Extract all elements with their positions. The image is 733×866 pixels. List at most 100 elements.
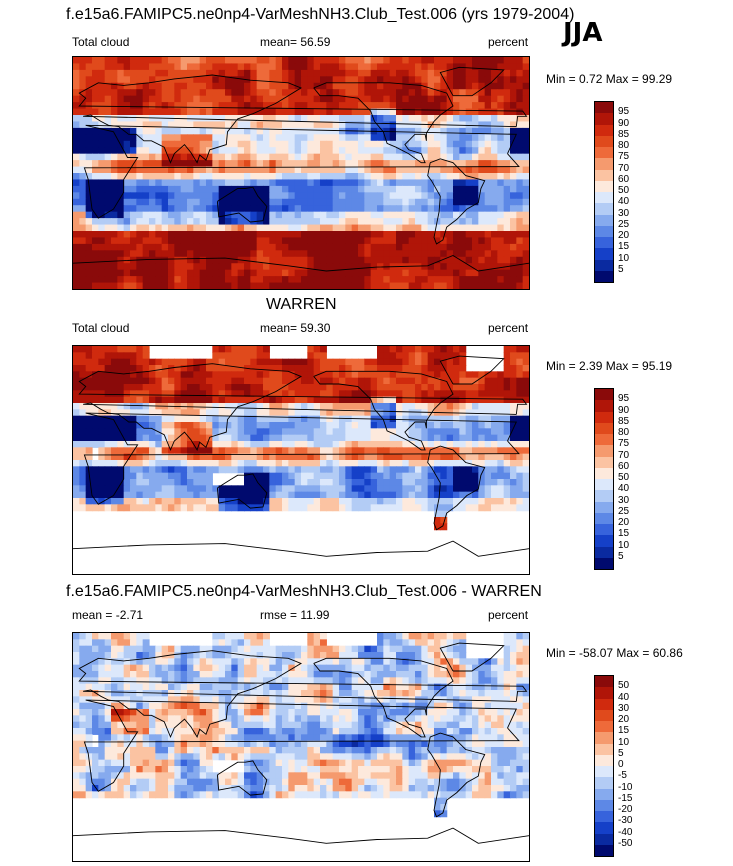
map-cell: [364, 658, 372, 666]
map-cell: [377, 243, 384, 251]
map-cell: [73, 198, 80, 206]
map-cell: [79, 147, 87, 155]
map-cell: [199, 409, 207, 417]
map-cell: [123, 491, 131, 499]
map-cell: [136, 377, 144, 385]
map-cell: [180, 390, 188, 398]
map-cell: [79, 453, 87, 461]
map-cell: [427, 153, 435, 161]
map-cell: [225, 639, 232, 647]
map-cell: [402, 504, 410, 512]
map-cell: [472, 485, 479, 493]
map-cell: [358, 192, 365, 200]
map-cell: [180, 460, 188, 467]
map-cell: [225, 352, 232, 360]
map-cell: [383, 453, 391, 461]
map-cell: [73, 108, 80, 116]
map-cell: [256, 460, 264, 467]
map-cell: [218, 250, 226, 258]
map-cell: [275, 479, 283, 486]
map-cell: [142, 491, 150, 499]
map-cell: [389, 198, 397, 206]
map-cell: [117, 82, 125, 90]
map-cell: [484, 498, 492, 505]
map-cell: [199, 677, 207, 685]
map-cell: [415, 95, 422, 103]
map-cell: [301, 652, 308, 659]
map-cell: [320, 211, 327, 219]
map-cell: [282, 453, 289, 461]
map-cell: [275, 671, 283, 678]
map-cell: [98, 371, 106, 379]
map-cell: [516, 211, 524, 219]
map-cell: [516, 371, 524, 379]
map-cell: [497, 415, 505, 423]
map-cell: [111, 127, 118, 135]
map-cell: [256, 237, 264, 245]
map-cell: [263, 504, 270, 512]
map-cell: [250, 256, 258, 264]
map-cell: [161, 153, 169, 161]
map-cell: [370, 243, 378, 251]
map-cell: [193, 192, 201, 200]
map-cell: [149, 243, 156, 251]
map-cell: [85, 453, 93, 461]
map-cell: [149, 645, 156, 653]
map-cell: [218, 57, 226, 65]
map-cell: [237, 403, 245, 410]
map-cell: [396, 89, 403, 97]
map-cell: [345, 153, 353, 161]
map-cell: [313, 263, 321, 271]
map-cell: [244, 134, 251, 142]
map-cell: [149, 256, 156, 264]
map-cell: [313, 384, 321, 391]
map-cell: [408, 269, 416, 277]
map-cell: [263, 166, 270, 174]
map-cell: [199, 231, 207, 239]
map-cell: [415, 89, 422, 97]
map-cell: [136, 403, 144, 410]
map-cell: [282, 243, 289, 251]
map-cell: [79, 485, 87, 493]
map-cell: [73, 185, 80, 193]
map-cell: [484, 377, 492, 385]
map-cell: [98, 179, 106, 187]
map-cell: [345, 218, 353, 226]
map-cell: [484, 491, 492, 499]
map-cell: [282, 256, 289, 264]
map-cell: [237, 377, 245, 385]
map-cell: [402, 358, 410, 366]
map-cell: [288, 422, 296, 429]
map-cell: [269, 185, 277, 193]
map-cell: [98, 108, 106, 116]
map-cell: [478, 89, 486, 97]
map-cell: [332, 147, 340, 155]
map-cell: [408, 639, 416, 647]
map-cell: [427, 282, 435, 289]
map-cell: [123, 205, 131, 213]
map-cell: [256, 57, 264, 65]
map-cell: [421, 352, 429, 360]
map-cell: [358, 441, 365, 448]
map-cell: [339, 134, 346, 142]
map-cell: [231, 466, 239, 474]
map-cell: [440, 160, 448, 168]
map-cell: [263, 479, 270, 486]
map-cell: [104, 63, 112, 71]
map-cell: [497, 377, 505, 385]
map-cell: [92, 134, 99, 142]
map-cell: [149, 498, 156, 505]
map-cell: [510, 276, 517, 284]
map-cell: [256, 677, 264, 685]
map-cell: [136, 173, 144, 181]
map-cell: [104, 403, 112, 410]
map-cell: [282, 102, 289, 110]
map-cell: [421, 263, 429, 271]
map-cell: [237, 460, 245, 467]
map-cell: [345, 671, 353, 678]
map-cell: [491, 192, 498, 200]
map-cell: [377, 428, 384, 436]
map-cell: [92, 108, 99, 116]
map-cell: [446, 466, 454, 474]
map-cell: [503, 485, 511, 493]
